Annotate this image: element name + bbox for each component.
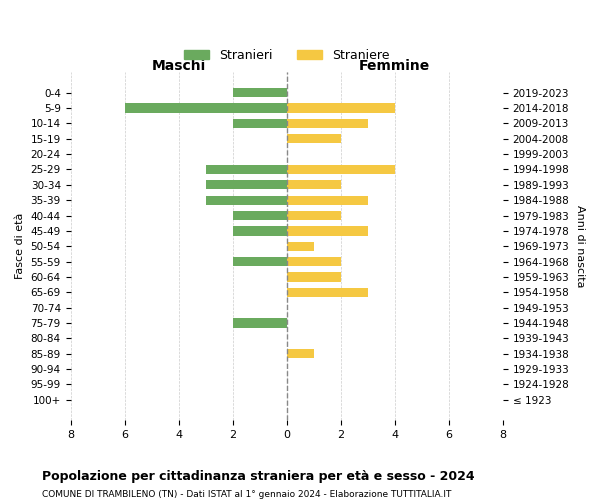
Bar	[287, 211, 341, 220]
Y-axis label: Anni di nascita: Anni di nascita	[575, 205, 585, 288]
Bar	[206, 180, 287, 190]
Text: Popolazione per cittadinanza straniera per età e sesso - 2024: Popolazione per cittadinanza straniera p…	[42, 470, 475, 483]
Bar	[233, 119, 287, 128]
Bar	[287, 257, 341, 266]
Bar	[287, 349, 314, 358]
Bar	[287, 226, 368, 235]
Bar	[206, 165, 287, 174]
Bar	[233, 211, 287, 220]
Text: COMUNE DI TRAMBILENO (TN) - Dati ISTAT al 1° gennaio 2024 - Elaborazione TUTTITA: COMUNE DI TRAMBILENO (TN) - Dati ISTAT a…	[42, 490, 451, 499]
Bar	[287, 180, 341, 190]
Bar	[233, 257, 287, 266]
Y-axis label: Fasce di età: Fasce di età	[15, 213, 25, 280]
Bar	[287, 196, 368, 205]
Bar	[287, 104, 395, 112]
Bar	[287, 119, 368, 128]
Bar	[287, 165, 395, 174]
Legend: Stranieri, Straniere: Stranieri, Straniere	[179, 44, 395, 66]
Text: Maschi: Maschi	[152, 58, 206, 72]
Bar	[287, 242, 314, 251]
Bar	[125, 104, 287, 112]
Bar	[287, 288, 368, 297]
Bar	[233, 318, 287, 328]
Bar	[233, 88, 287, 98]
Bar	[233, 226, 287, 235]
Bar	[287, 134, 341, 143]
Bar	[287, 272, 341, 281]
Bar	[206, 196, 287, 205]
Text: Femmine: Femmine	[359, 58, 430, 72]
